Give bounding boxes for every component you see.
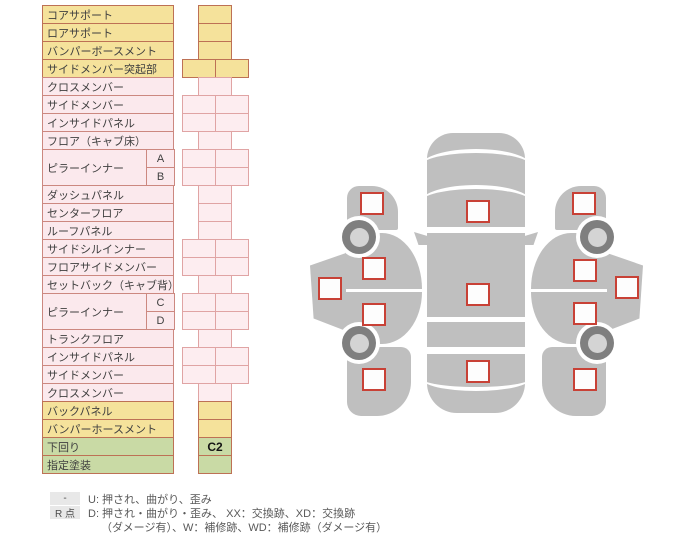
wheel-hub-icon	[587, 333, 607, 353]
damage-marker-trunk[interactable]	[466, 360, 490, 383]
legend: - U: 押され、曲がり、歪み R 点 D: 押され・曲がり・歪み、 XX：交換…	[0, 488, 692, 535]
check-cell[interactable]	[215, 257, 249, 276]
wheel-rim-icon	[580, 220, 614, 254]
part-label: クロスメンバー	[42, 383, 174, 402]
part-label: バンパーホースメント	[42, 419, 174, 438]
wheel-rim-icon	[580, 326, 614, 360]
damage-marker-right-rear-door[interactable]	[573, 302, 597, 325]
panel-divider-line	[421, 185, 531, 219]
check-cell[interactable]	[215, 59, 249, 78]
damage-marker-roof[interactable]	[466, 283, 490, 306]
panel-divider-line	[427, 227, 525, 233]
panel-divider-line	[427, 347, 525, 354]
part-label: バックパネル	[42, 401, 174, 420]
damage-marker-left-outer-panel[interactable]	[318, 277, 342, 300]
wheel-icon	[576, 216, 618, 258]
legend-symbol-dash: -	[50, 492, 80, 505]
part-label: サイドメンバー	[42, 95, 174, 114]
part-label: バンパーボースメント	[42, 41, 174, 60]
wheel-icon	[338, 322, 380, 364]
check-cell[interactable]	[215, 167, 249, 186]
damage-marker-right-front-door[interactable]	[573, 259, 597, 282]
wheel-hub-icon	[587, 227, 607, 247]
part-label: 指定塗装	[42, 455, 174, 474]
damage-marker-left-rear-door[interactable]	[362, 303, 386, 326]
legend-line-3: （ダメージ有）、W：補修跡、WD：補修跡（ダメージ有）	[101, 522, 388, 534]
damage-marker-left-front-door[interactable]	[362, 257, 386, 280]
part-label: フロアサイドメンバー	[42, 257, 174, 276]
pillar-sub-label: A	[146, 149, 175, 168]
part-label: センターフロア	[42, 203, 174, 222]
legend-line-1: U: 押され、曲がり、歪み	[88, 494, 212, 506]
wheel-icon	[338, 216, 380, 258]
wheel-icon	[576, 322, 618, 364]
wheel-hub-icon	[349, 333, 369, 353]
part-label: サイドメンバー突起部	[42, 59, 174, 78]
panel-divider-line	[427, 317, 525, 322]
wheel-rim-icon	[342, 326, 376, 360]
check-cell[interactable]: C2	[198, 437, 232, 456]
part-label: ピラーインナー	[42, 293, 147, 330]
part-label: インサイドパネル	[42, 113, 174, 132]
panel-divider-line	[421, 149, 531, 183]
check-cell[interactable]	[198, 455, 232, 474]
legend-symbol-rpoint: R 点	[50, 506, 80, 520]
panel-divider-line	[421, 365, 531, 391]
damage-marker-right-outer-panel[interactable]	[615, 276, 639, 299]
wheel-hub-icon	[349, 227, 369, 247]
parts-table: コアサポート ロアサポート バンパーボースメント サイドメンバー突起部 クロスメンバーサ…	[42, 5, 252, 475]
legend-line-2: D: 押され・曲がり・歪み、 XX：交換跡、XD：交換跡	[88, 508, 356, 520]
damage-marker-left-rear-fender[interactable]	[362, 368, 386, 391]
damage-marker-right-front-fender[interactable]	[572, 192, 596, 215]
part-label: ピラーインナー	[42, 149, 147, 186]
check-cell[interactable]	[215, 113, 249, 132]
part-label: サイドシルインナー	[42, 239, 174, 258]
damage-marker-left-front-fender[interactable]	[360, 192, 384, 215]
pillar-sub-label: C	[146, 293, 175, 312]
damage-marker-hood[interactable]	[466, 200, 490, 223]
part-label: クロスメンバー	[42, 77, 174, 96]
wheel-rim-icon	[342, 220, 376, 254]
part-label: フロア（キャブ床）	[42, 131, 174, 150]
damage-marker-right-rear-fender[interactable]	[573, 368, 597, 391]
check-cell[interactable]	[215, 365, 249, 384]
check-cell[interactable]	[215, 311, 249, 330]
